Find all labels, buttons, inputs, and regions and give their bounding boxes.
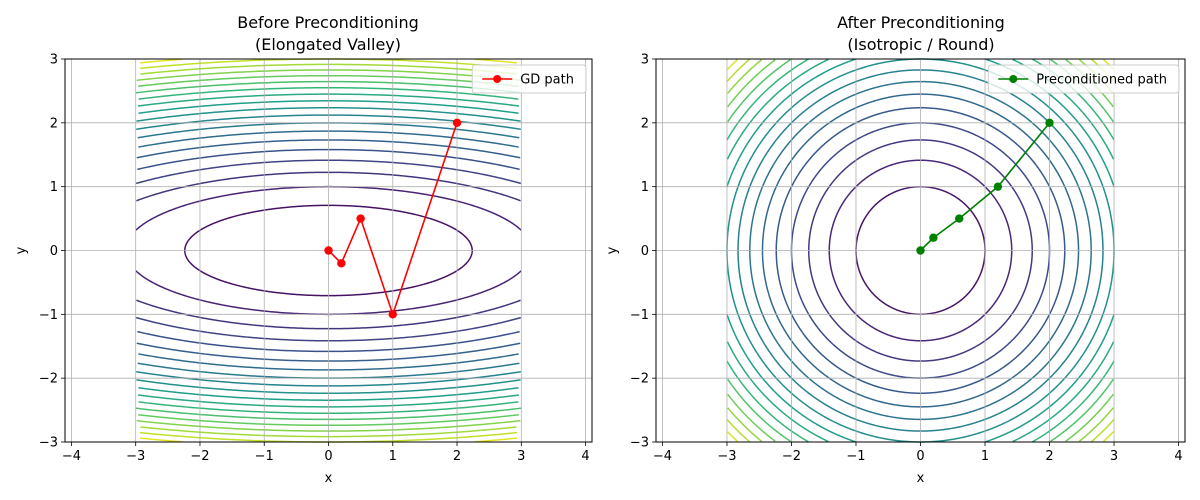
contour-line — [1065, 393, 1114, 442]
x-axis-label: x — [325, 471, 333, 486]
y-tick-label: 3 — [641, 53, 649, 68]
contour-line — [1078, 407, 1114, 442]
x-tick-label: −4 — [653, 449, 672, 464]
legend-box — [987, 64, 1180, 94]
contour-line — [1103, 431, 1114, 442]
x-tick-label: 3 — [517, 449, 525, 464]
contour-line — [727, 59, 776, 108]
y-tick-label: −3 — [39, 436, 58, 451]
y-tick-label: −1 — [39, 308, 58, 323]
chart-before-preconditioning: Before Preconditioning (Elongated Valley… — [14, 13, 593, 486]
contour-line — [727, 59, 738, 70]
series-group — [916, 118, 1054, 255]
tick-marks — [652, 58, 1179, 446]
contour-line — [727, 59, 763, 94]
contour-line — [727, 393, 776, 442]
x-tick-label: −4 — [62, 449, 81, 464]
y-tick-labels: −3 −2 −1 0 1 2 3 — [630, 53, 649, 451]
x-tick-label: 1 — [389, 449, 397, 464]
y-tick-label: −1 — [630, 308, 649, 323]
contour-line — [140, 437, 183, 443]
series-point — [955, 214, 964, 223]
y-tick-label: 1 — [50, 180, 58, 195]
x-tick-labels: −4 −3 −2 −1 0 1 2 3 4 — [62, 449, 590, 464]
contour-line — [726, 314, 857, 443]
y-tick-label: 0 — [50, 244, 58, 259]
contour-line — [726, 58, 751, 82]
contour-line — [727, 378, 791, 442]
x-tick-label: 3 — [1110, 449, 1118, 464]
x-tick-label: 1 — [981, 449, 989, 464]
series-point — [916, 246, 925, 255]
y-tick-label: 1 — [641, 180, 649, 195]
contour-line — [984, 314, 1115, 443]
contour-line — [726, 419, 751, 443]
series-group — [324, 118, 462, 319]
x-tick-labels: −4 −3 −2 −1 0 1 2 3 4 — [653, 449, 1183, 464]
y-tick-label: 3 — [50, 53, 58, 68]
x-tick-label: −2 — [190, 449, 209, 464]
x-tick-label: 0 — [324, 449, 332, 464]
contour-line — [727, 407, 763, 442]
contour-line — [726, 341, 829, 443]
series-point — [993, 182, 1003, 191]
series-point — [388, 310, 397, 319]
series-point — [452, 118, 462, 128]
chart-title-line-1: Before Preconditioning — [237, 13, 419, 32]
contour-line — [1031, 360, 1115, 443]
tick-marks — [61, 58, 586, 446]
contour-line — [726, 58, 829, 160]
x-tick-label: 4 — [1174, 449, 1182, 464]
series-point — [929, 233, 938, 242]
chart-title-line-2: (Elongated Valley) — [255, 35, 401, 54]
contour-line — [727, 431, 738, 442]
y-axis-label: y — [14, 246, 29, 254]
contour-line — [474, 58, 517, 64]
x-tick-label: −3 — [717, 449, 736, 464]
legend-marker-swatch — [1009, 75, 1018, 83]
x-tick-label: −2 — [782, 449, 801, 464]
contour-line — [140, 58, 183, 64]
x-tick-label: 0 — [916, 449, 924, 464]
y-tick-label: 2 — [641, 116, 649, 131]
contour-line — [726, 58, 857, 187]
legend-marker-swatch — [493, 75, 502, 83]
chart-title-line-1: After Preconditioning — [837, 13, 1005, 32]
legend: Preconditioned path — [987, 64, 1180, 94]
x-tick-label: 4 — [581, 449, 589, 464]
contour-line — [1050, 378, 1114, 442]
chart-after-preconditioning: After Preconditioning (Isotropic / Round… — [605, 13, 1186, 486]
y-tick-labels: −3 −2 −1 0 1 2 3 — [39, 53, 58, 451]
series-point — [356, 214, 365, 223]
y-tick-label: 2 — [50, 116, 58, 131]
y-axis-label: y — [605, 246, 620, 254]
y-tick-label: −2 — [630, 372, 649, 387]
legend-box — [471, 64, 587, 94]
x-tick-label: 2 — [1045, 449, 1053, 464]
y-tick-label: −3 — [630, 436, 649, 451]
series-point — [1045, 118, 1054, 128]
y-tick-label: −2 — [39, 372, 58, 387]
x-tick-label: −1 — [846, 449, 865, 464]
series-point — [337, 259, 346, 268]
contour-line — [726, 360, 810, 443]
x-tick-label: −3 — [126, 449, 145, 464]
x-tick-label: −1 — [255, 449, 274, 464]
series-point — [324, 246, 333, 255]
legend-label: GD path — [520, 73, 574, 88]
y-tick-label: 0 — [641, 244, 649, 259]
contour-line — [727, 59, 791, 123]
legend: GD path — [471, 64, 587, 94]
legend-label: Preconditioned path — [1036, 73, 1167, 88]
chart-title-line-2: (Isotropic / Round) — [847, 35, 994, 54]
contour-line — [1012, 341, 1115, 443]
contour-line — [726, 58, 810, 141]
x-tick-label: 2 — [453, 449, 461, 464]
x-axis-label: x — [917, 471, 925, 486]
contour-line — [1090, 419, 1115, 443]
contour-line — [474, 437, 517, 443]
